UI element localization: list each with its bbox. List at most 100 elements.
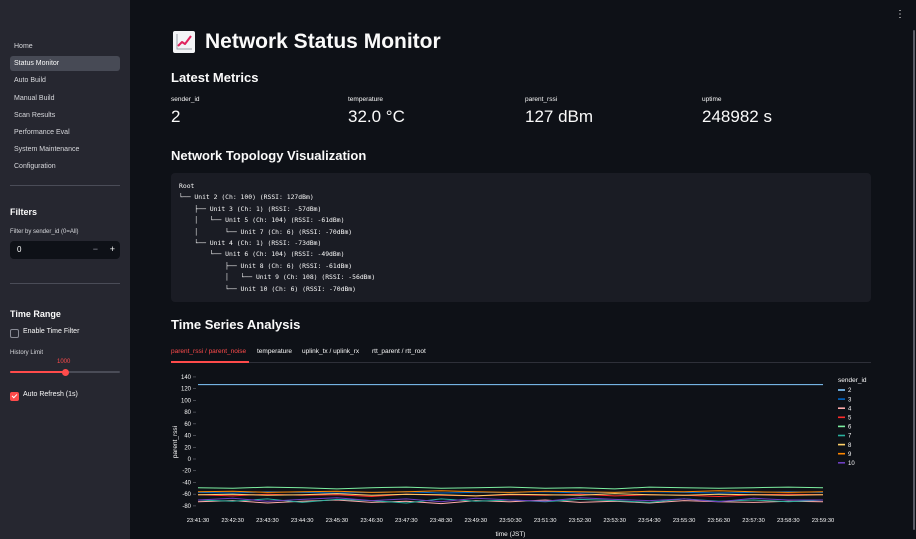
metric-sender-id: sender_id 2 <box>171 96 200 127</box>
y-tick-label: 80 <box>184 410 191 416</box>
x-tick-label: 23:46:30 <box>360 518 383 524</box>
nav-item-performance-eval[interactable]: Performance Eval <box>14 128 70 136</box>
sidebar-divider <box>10 185 120 186</box>
tab-temperature[interactable]: temperature <box>257 348 293 355</box>
chart-tabs: parent_rssi / parent_noise temperature u… <box>171 348 871 363</box>
topology-tree-text: Root └── Unit 2 (Ch: 100) (RSSI: 127dBm)… <box>179 182 376 293</box>
scrollbar[interactable] <box>913 30 915 530</box>
sender-id-number-input[interactable]: 0 − + <box>10 241 120 259</box>
legend-label-4: 4 <box>848 406 852 412</box>
y-tick-label: -60 <box>182 492 191 498</box>
nav-item-manual-build[interactable]: Manual Build <box>14 94 55 102</box>
x-tick-label: 23:43:30 <box>256 518 279 524</box>
metric-uptime: uptime 248982 s <box>702 96 772 127</box>
metric-label: uptime <box>702 96 722 103</box>
x-tick-label: 23:45:30 <box>326 518 349 524</box>
active-tab-indicator <box>171 361 249 363</box>
decrement-button[interactable]: − <box>92 244 98 254</box>
page-title: Network Status Monitor <box>173 28 441 56</box>
filters-heading: Filters <box>10 207 38 217</box>
time-series-heading: Time Series Analysis <box>171 317 301 332</box>
history-limit-slider[interactable] <box>10 368 120 376</box>
enable-time-filter-label: Enable Time Filter <box>23 328 80 335</box>
legend-label-5: 5 <box>848 416 852 422</box>
slider-fill <box>10 371 65 373</box>
slider-handle[interactable] <box>61 368 69 376</box>
time-range-heading: Time Range <box>10 309 61 319</box>
x-tick-label: 23:50:30 <box>499 518 522 524</box>
nav-item-status-monitor[interactable]: Status Monitor <box>10 56 120 72</box>
y-tick-label: 0 <box>188 457 192 463</box>
kebab-menu-icon[interactable]: ⋮ <box>895 9 905 20</box>
x-tick-label: 23:57:30 <box>742 518 765 524</box>
nav-item-auto-build[interactable]: Auto Build <box>14 77 46 85</box>
increment-button[interactable]: + <box>109 244 115 254</box>
checkbox-box[interactable] <box>10 392 19 401</box>
metric-value: 2 <box>171 107 181 126</box>
x-tick-label: 23:58:30 <box>777 518 800 524</box>
x-tick-label: 23:53:30 <box>603 518 626 524</box>
latest-metrics-heading: Latest Metrics <box>171 70 259 85</box>
x-tick-label: 23:55:30 <box>673 518 696 524</box>
nav-item-system-maintenance[interactable]: System Maintenance <box>14 146 80 154</box>
chart-increasing-icon <box>173 31 195 53</box>
metric-value: 32.0 °C <box>348 107 405 126</box>
x-tick-label: 23:59:30 <box>812 518 835 524</box>
legend-label-7: 7 <box>848 434 852 440</box>
main-content: ⋮ Network Status Monitor Latest Metrics … <box>130 0 916 539</box>
metric-parent-rssi: parent_rssi 127 dBm <box>525 96 593 127</box>
x-tick-label: 23:52:30 <box>569 518 592 524</box>
y-tick-label: -80 <box>182 504 191 510</box>
y-tick-label: 120 <box>181 387 192 393</box>
legend-label-3: 3 <box>848 397 852 403</box>
metric-label: parent_rssi <box>525 96 558 103</box>
tab-rtt[interactable]: rtt_parent / rtt_root <box>372 348 426 355</box>
y-tick-label: 100 <box>181 398 192 404</box>
nav-item-home[interactable]: Home <box>14 43 33 50</box>
y-tick-label: 20 <box>184 445 191 451</box>
nav-item-scan-results[interactable]: Scan Results <box>14 111 56 119</box>
series-line-10 <box>197 497 823 503</box>
legend-label-2: 2 <box>848 388 852 394</box>
y-tick-label: -20 <box>182 469 191 475</box>
x-axis-label: time (JST) <box>496 531 526 538</box>
filter-label: Filter by sender_id (0=All) <box>10 229 79 235</box>
series-line-8 <box>197 493 824 497</box>
tabs-divider <box>171 362 871 363</box>
metric-value: 248982 s <box>702 107 772 126</box>
history-limit-value: 1000 <box>57 359 71 365</box>
tab-uplink[interactable]: uplink_tx / uplink_rx <box>302 348 360 355</box>
legend-title: sender_id <box>838 377 867 384</box>
y-axis-label: parent_rssi <box>172 426 179 458</box>
y-tick-label: 40 <box>184 434 191 440</box>
nav-item-configuration[interactable]: Configuration <box>14 163 56 171</box>
history-limit-label: History Limit <box>10 350 44 356</box>
series-line-9 <box>197 490 824 493</box>
topology-code-block: Root └── Unit 2 (Ch: 100) (RSSI: 127dBm)… <box>171 173 871 302</box>
x-tick-label: 23:54:30 <box>638 518 661 524</box>
checkbox-box[interactable] <box>10 329 19 338</box>
y-tick-label: 60 <box>184 422 191 428</box>
sender-id-value[interactable]: 0 <box>17 245 22 254</box>
x-tick-label: 23:44:30 <box>291 518 314 524</box>
x-tick-label: 23:48:30 <box>430 518 453 524</box>
x-tick-label: 23:49:30 <box>464 518 487 524</box>
x-tick-label: 23:56:30 <box>708 518 731 524</box>
x-tick-label: 23:42:30 <box>221 518 244 524</box>
series-line-6 <box>197 486 824 490</box>
metric-value: 127 dBm <box>525 107 594 126</box>
sidebar-divider <box>10 283 120 284</box>
page-title-text: Network Status Monitor <box>205 30 441 53</box>
x-tick-label: 23:51:30 <box>534 518 557 524</box>
auto-refresh-label: Auto Refresh (1s) <box>23 391 78 398</box>
topology-heading: Network Topology Visualization <box>171 148 367 163</box>
x-tick-label: 23:47:30 <box>395 518 418 524</box>
x-tick-label: 23:41:30 <box>187 518 210 524</box>
legend-label-10: 10 <box>848 461 855 467</box>
y-tick-label: 140 <box>181 375 192 381</box>
metric-temperature: temperature 32.0 °C <box>348 96 405 127</box>
legend-label-6: 6 <box>848 425 852 431</box>
y-tick-label: -40 <box>182 480 191 486</box>
tab-parent-rssi[interactable]: parent_rssi / parent_noise <box>171 348 247 355</box>
